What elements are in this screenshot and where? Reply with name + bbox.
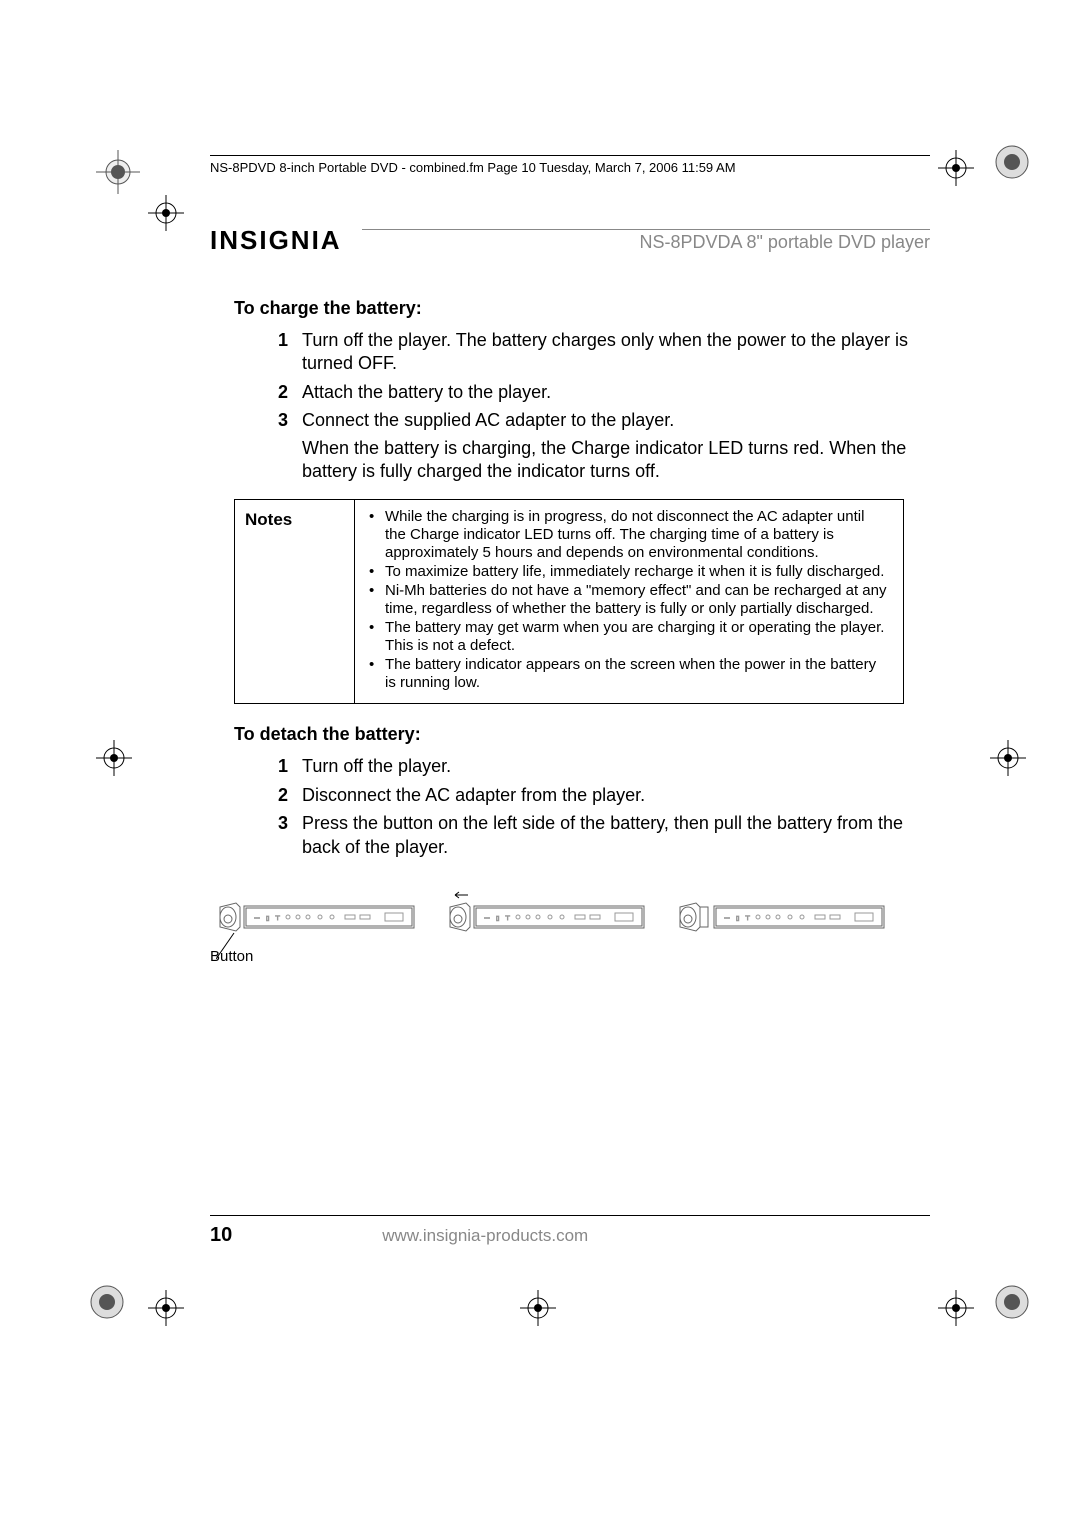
player-diagram-1: ⋯▯⊤ Button	[210, 889, 420, 965]
list-item: While the charging is in progress, do no…	[369, 508, 889, 562]
svg-text:⊤: ⊤	[275, 915, 280, 922]
detach-heading: To detach the battery:	[234, 724, 930, 745]
list-item: The battery indicator appears on the scr…	[369, 656, 889, 692]
crop-mark-icon	[148, 195, 184, 231]
list-item: Ni-Mh batteries do not have a "memory ef…	[369, 582, 889, 618]
diagram-row: ⋯▯⊤ Button	[210, 889, 930, 965]
crop-mark-icon	[938, 150, 974, 186]
brand-logo: INSIGNIA	[210, 225, 342, 256]
list-item: To maximize battery life, immediately re…	[369, 563, 889, 581]
list-item: Press the button on the left side of the…	[278, 812, 930, 859]
svg-text:⋯: ⋯	[254, 916, 260, 922]
charge-after-note: When the battery is charging, the Charge…	[302, 437, 930, 484]
page-number: 10	[210, 1224, 232, 1247]
notes-box: Notes While the charging is in progress,…	[234, 499, 904, 704]
charge-heading: To charge the battery:	[234, 298, 930, 319]
list-item: The battery may get warm when you are ch…	[369, 619, 889, 655]
list-item: Turn off the player. The battery charges…	[278, 329, 930, 376]
list-item: Turn off the player.	[278, 755, 930, 778]
crop-mark-icon	[85, 1280, 129, 1324]
footer-url: www.insignia-products.com	[382, 1226, 588, 1246]
svg-text:⋯: ⋯	[484, 916, 490, 922]
fm-header-text: NS-8PDVD 8-inch Portable DVD - combined.…	[210, 160, 930, 175]
detach-steps: Turn off the player. Disconnect the AC a…	[278, 755, 930, 859]
header-rule: NS-8PDVDA 8" portable DVD player	[362, 229, 930, 253]
notes-content: While the charging is in progress, do no…	[355, 500, 903, 703]
crop-mark-icon	[938, 1290, 974, 1326]
svg-text:▯: ▯	[496, 916, 499, 922]
crop-mark-icon	[990, 140, 1034, 184]
pointer-line-icon	[216, 931, 244, 959]
list-item: Attach the battery to the player.	[278, 381, 930, 404]
step-text: Connect the supplied AC adapter to the p…	[302, 410, 674, 430]
crop-mark-icon	[96, 740, 132, 776]
list-item: Disconnect the AC adapter from the playe…	[278, 784, 930, 807]
notes-label: Notes	[235, 500, 355, 703]
list-item: Connect the supplied AC adapter to the p…	[278, 409, 930, 483]
product-name: NS-8PDVDA 8" portable DVD player	[362, 232, 930, 253]
page-header: INSIGNIA NS-8PDVDA 8" portable DVD playe…	[210, 225, 930, 256]
svg-text:▯: ▯	[266, 916, 269, 922]
svg-text:⋯: ⋯	[724, 916, 730, 922]
svg-text:⊤: ⊤	[745, 915, 750, 922]
charge-steps: Turn off the player. The battery charges…	[278, 329, 930, 483]
crop-mark-icon	[990, 1280, 1034, 1324]
crop-mark-icon	[990, 740, 1026, 776]
page-content: NS-8PDVD 8-inch Portable DVD - combined.…	[210, 155, 930, 965]
crop-mark-icon	[96, 150, 140, 194]
crop-mark-icon	[520, 1290, 556, 1326]
svg-text:▯: ▯	[736, 916, 739, 922]
page-footer: 10 www.insignia-products.com	[210, 1215, 930, 1247]
player-diagram-2: ⋯ ▯ ⊤	[440, 889, 650, 965]
footer-rule	[210, 1215, 930, 1216]
fm-rule	[210, 155, 930, 156]
player-diagram-3: ⋯ ▯ ⊤	[670, 889, 890, 965]
svg-text:⊤: ⊤	[505, 915, 510, 922]
crop-mark-icon	[148, 1290, 184, 1326]
